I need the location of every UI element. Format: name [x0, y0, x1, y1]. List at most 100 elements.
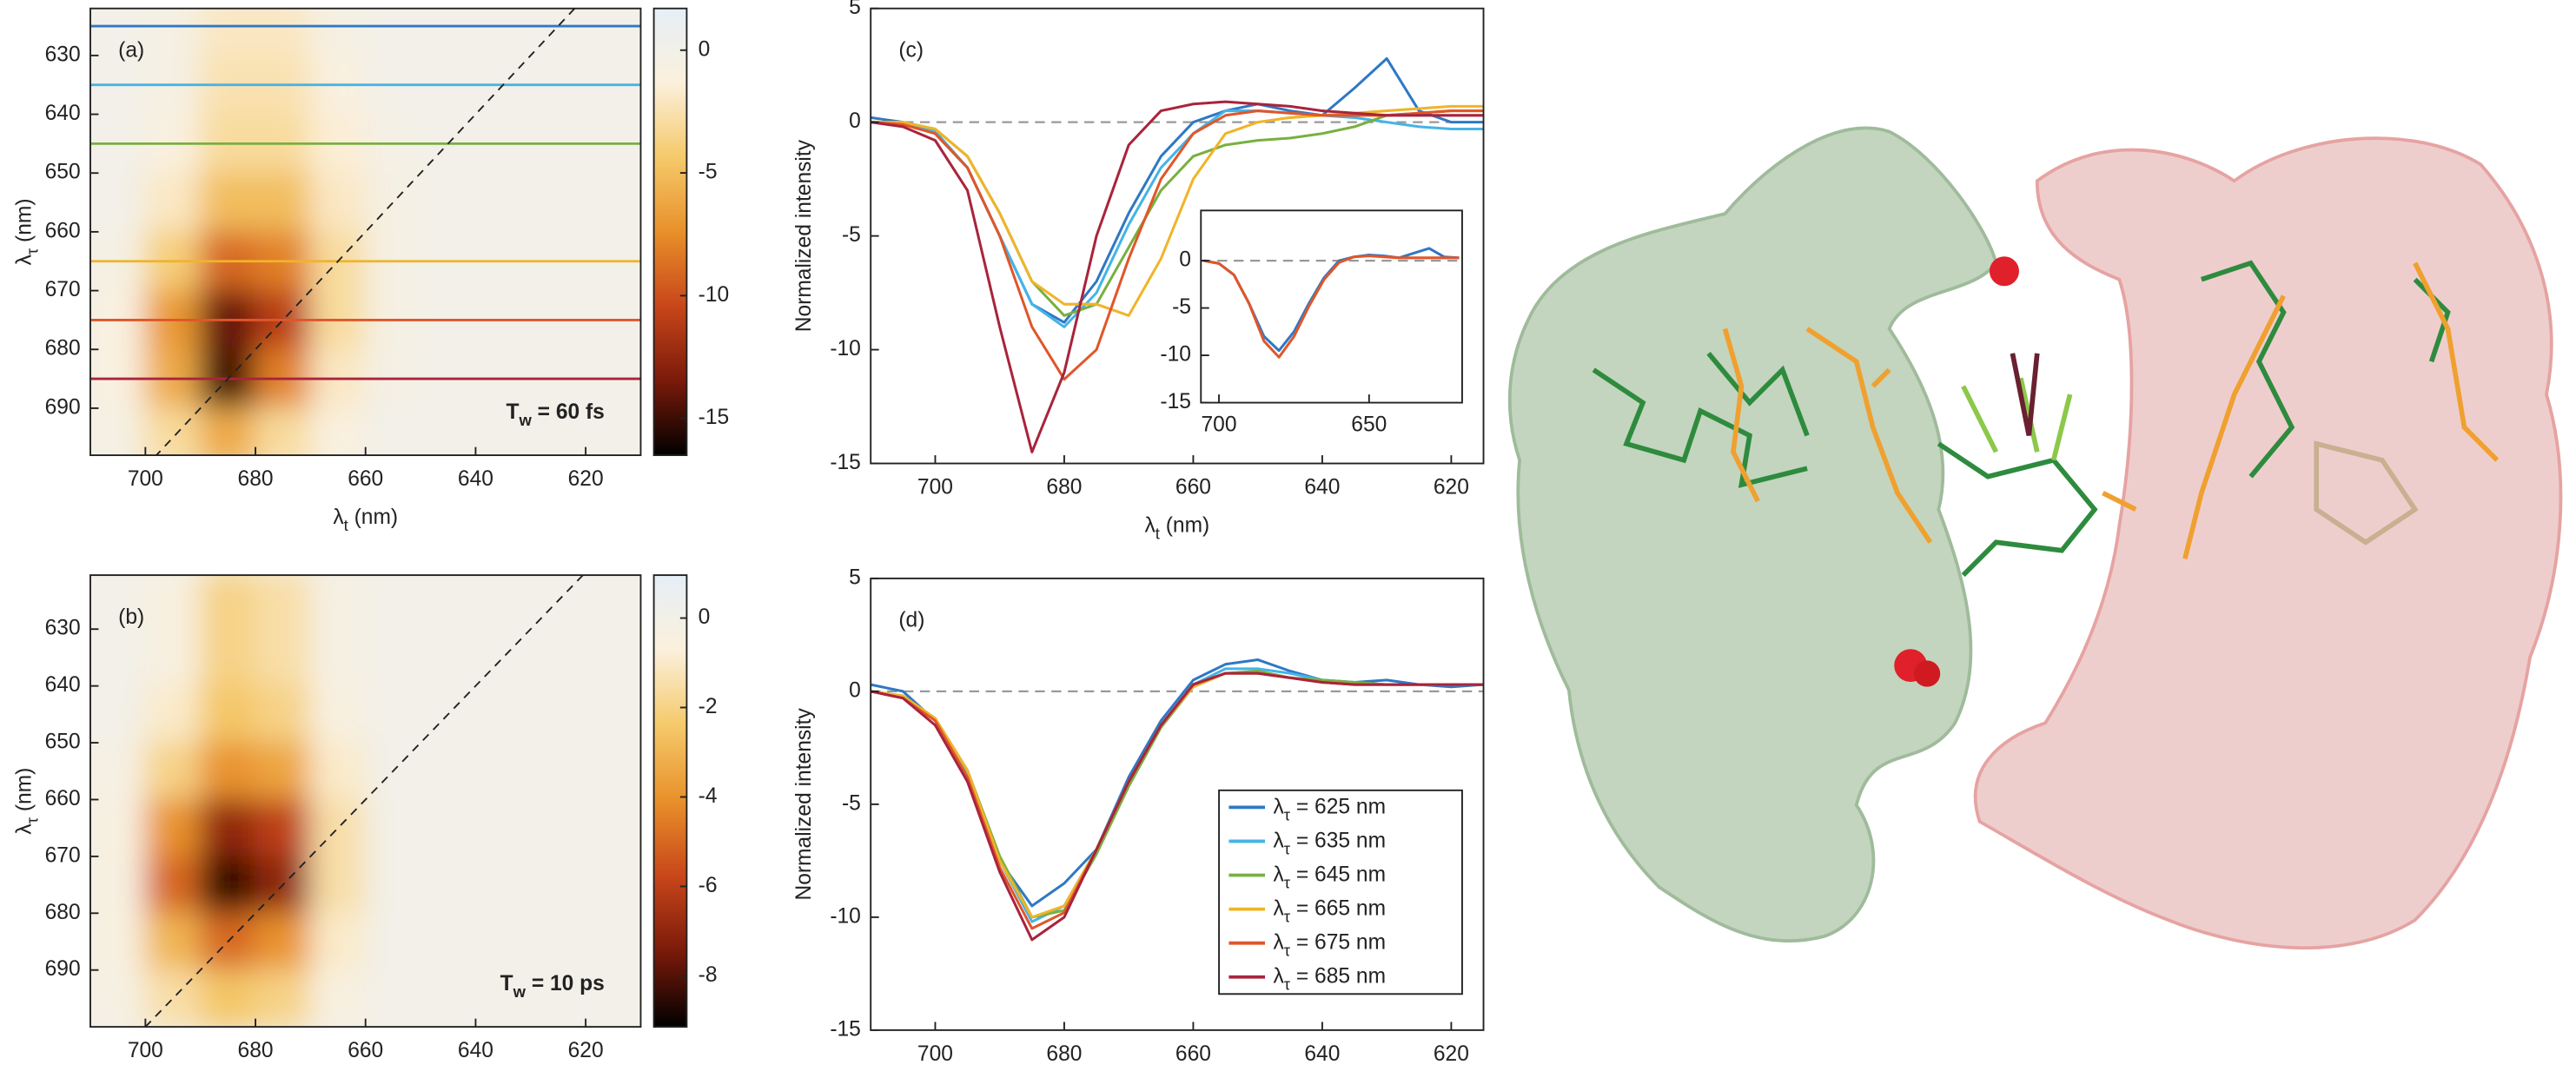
panel-label: (a) — [118, 38, 144, 62]
heatmap-cell — [90, 684, 147, 744]
chlorophyll-sticks — [1592, 260, 2500, 578]
heatmap-cell — [364, 969, 422, 1028]
heatmap-cell — [420, 407, 477, 456]
text-part: = 625 nm — [1290, 795, 1386, 818]
plot-frame — [870, 577, 1485, 1031]
legend-label: λτ = 665 nm — [1273, 896, 1386, 926]
colorbar-tick-label: -6 — [699, 874, 718, 897]
heatmap-cell — [144, 575, 202, 631]
x-tick-label: 700 — [917, 475, 953, 499]
text-part: = 635 nm — [1290, 829, 1386, 852]
heatmap-cell — [199, 798, 256, 857]
text-part: τ — [23, 817, 42, 823]
colorbar-tick-label: -5 — [699, 161, 718, 184]
annotation: Tw = 10 ps — [500, 971, 605, 1001]
heatmap-cell — [585, 742, 641, 801]
text-part: τ — [1284, 942, 1291, 960]
x-tick-label: 640 — [1304, 1042, 1340, 1066]
x-tick-label: 620 — [1434, 1042, 1469, 1066]
heatmap-cell — [529, 798, 587, 857]
x-axis-label: λt (nm) — [1144, 513, 1209, 543]
x-tick-label: 700 — [917, 1042, 953, 1066]
colorbar-tick-label: -10 — [699, 283, 730, 307]
colorbar-tick-label: 0 — [699, 605, 711, 629]
y-tick-label: -15 — [1160, 390, 1191, 413]
protein-structure-image — [1507, 126, 2563, 949]
green-protein-surface — [1507, 126, 1998, 942]
y-axis-label: λτ (nm) — [12, 198, 42, 265]
heatmap-cell — [309, 798, 367, 857]
x-tick-label: 640 — [458, 1039, 493, 1062]
heatmap-cell — [144, 172, 202, 233]
text-part: = 645 nm — [1290, 863, 1386, 886]
panel-label: (d) — [898, 609, 924, 632]
y-tick-label: 640 — [45, 102, 81, 125]
x-tick-label: 640 — [458, 467, 493, 491]
heatmap-cell — [420, 172, 477, 233]
heatmap-cell — [529, 742, 587, 801]
text-part: t — [1156, 525, 1160, 543]
heatmap-cell — [199, 684, 256, 744]
heatmap-cell — [585, 855, 641, 915]
heatmap-cell — [90, 912, 147, 971]
pink-protein-surface — [1973, 136, 2563, 949]
heatmap-cell — [199, 8, 256, 56]
text-part: (nm) — [1160, 513, 1209, 537]
heatmap-cell — [474, 407, 532, 456]
heatmap-cell — [474, 684, 532, 744]
heatmap-cell — [474, 912, 532, 971]
y-axis-label: λτ (nm) — [12, 768, 42, 835]
text-part: τ — [1284, 806, 1291, 824]
heatmap-cell — [420, 855, 477, 915]
heatmap-cell — [309, 912, 367, 971]
x-tick-label: 680 — [1046, 1042, 1082, 1066]
heatmap-cell — [255, 969, 312, 1028]
y-tick-label: -15 — [830, 451, 861, 474]
text-part: T — [500, 971, 513, 995]
y-tick-label: 660 — [45, 787, 81, 810]
text-part: λ — [1144, 513, 1156, 537]
text-part: w — [513, 982, 526, 1001]
heatmap-cell — [144, 742, 202, 801]
x-tick-label: 620 — [1434, 475, 1469, 499]
colorbar — [652, 7, 688, 457]
colorbar-tick-label: -2 — [699, 695, 718, 718]
heatmap-cell — [420, 798, 477, 857]
y-axis-label: Normalized intensity — [792, 139, 816, 332]
dark-red-ligand — [2010, 353, 2040, 436]
heatmap-cell — [255, 8, 312, 56]
heatmap-area — [90, 8, 641, 456]
annotation: Tw = 60 fs — [506, 400, 604, 429]
colorbar-tick-label: 0 — [699, 37, 711, 61]
series-line — [871, 100, 1484, 453]
heatmap-cell — [585, 798, 641, 857]
panel-label: (b) — [118, 605, 144, 629]
heatmap-cell — [585, 912, 641, 971]
x-tick-label: 660 — [348, 467, 383, 491]
text-part: λ — [1273, 896, 1284, 920]
heatmap-cell — [144, 798, 202, 857]
x-tick-label: 620 — [568, 1039, 604, 1062]
colorbar-tick-label: -15 — [699, 406, 730, 429]
orange-carotenoids — [1722, 261, 2500, 559]
y-tick-label: 0 — [849, 109, 861, 133]
y-tick-label: 680 — [45, 337, 81, 360]
heatmap-cell — [529, 407, 587, 456]
heatmap-cell — [199, 575, 256, 631]
heatmap-cell — [529, 172, 587, 233]
heatmap-cell — [420, 8, 477, 56]
heatmap-cell — [529, 912, 587, 971]
heatmap-cell — [309, 684, 367, 744]
heatmap-cell — [90, 8, 147, 56]
y-tick-label: -10 — [830, 337, 861, 360]
heatmap-cell — [309, 742, 367, 801]
heatmap-cell — [255, 742, 312, 801]
heatmap-cell — [90, 798, 147, 857]
heatmap-cell — [144, 855, 202, 915]
text-part: w — [518, 411, 532, 429]
text-part: τ — [23, 248, 42, 255]
green-ligands — [1592, 260, 2451, 578]
plot-background — [1201, 210, 1462, 403]
heatmap-cell — [144, 969, 202, 1028]
plot-frame — [89, 574, 642, 1028]
